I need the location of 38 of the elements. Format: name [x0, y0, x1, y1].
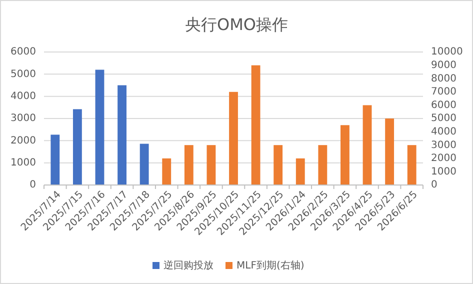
bar	[140, 144, 149, 185]
y2-tick-label: 8000	[431, 73, 456, 84]
y2-tick-label: 4000	[431, 126, 456, 138]
bar	[118, 85, 126, 185]
legend-label: MLF到期(右轴)	[236, 260, 304, 272]
bar	[296, 158, 305, 185]
bar	[162, 158, 172, 185]
bar	[251, 65, 260, 185]
bar	[407, 145, 416, 185]
y2-tick-label: 5000	[431, 113, 456, 124]
y-tick-label: 3000	[10, 113, 36, 124]
bar	[50, 134, 60, 185]
y-tick-label: 5000	[10, 68, 36, 80]
y2-tick-label: 3000	[431, 140, 456, 151]
bar	[229, 92, 238, 185]
y-tick-label: 4000	[10, 91, 36, 102]
chart-title: 央行OMO操作	[185, 15, 288, 34]
y2-tick-label: 6000	[431, 100, 456, 111]
bar	[274, 145, 283, 185]
y2-tick-label: 0	[431, 180, 438, 191]
bar	[362, 105, 372, 185]
bar	[340, 125, 350, 185]
y2-tick-label: 7000	[431, 86, 456, 98]
y2-tick-label: 1000	[431, 166, 456, 178]
bar	[318, 145, 328, 185]
y2-tick-label: 10000	[431, 46, 463, 58]
bar	[206, 145, 216, 185]
y-tick-label: 6000	[10, 46, 36, 58]
y2-tick-label: 2000	[431, 153, 456, 164]
y-tick-label: 2000	[10, 135, 36, 146]
y2-tick-label: 9000	[431, 60, 456, 72]
bar	[184, 145, 194, 185]
y-tick-label: 1000	[10, 158, 36, 169]
y-tick-label: 0	[30, 180, 36, 191]
legend-label: 逆回购投放	[164, 260, 214, 272]
bar	[95, 70, 104, 185]
bar	[385, 118, 394, 185]
bar	[72, 109, 82, 185]
